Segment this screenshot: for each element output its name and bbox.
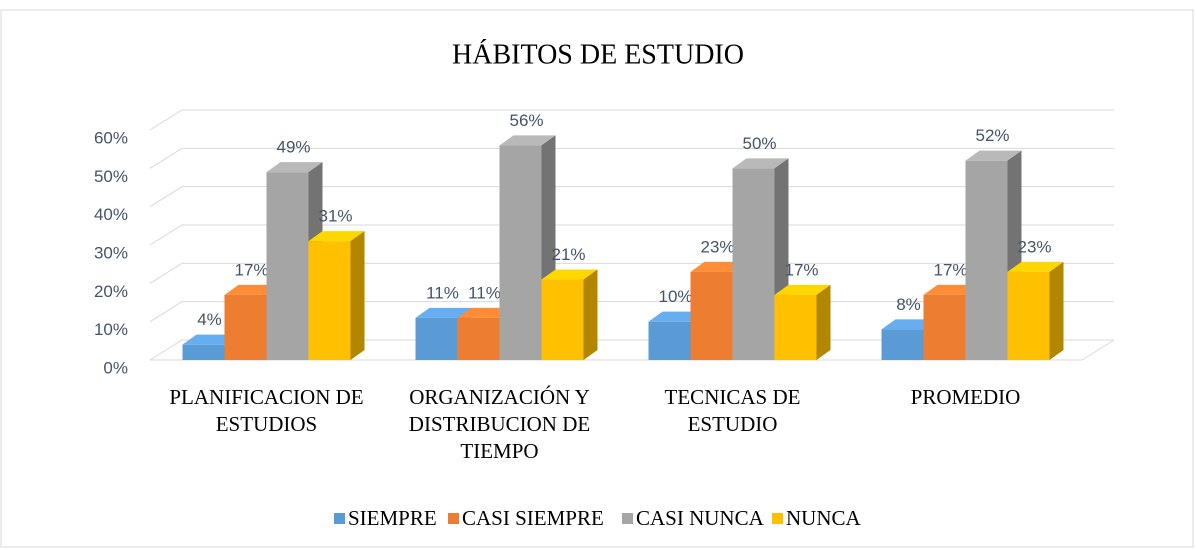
bar — [1007, 261, 1064, 360]
bar-top — [308, 231, 365, 242]
bar-front — [965, 160, 1008, 360]
bar-side — [1049, 261, 1064, 360]
bar-front — [1007, 271, 1050, 360]
grid-line — [149, 224, 1114, 246]
value-label: 21% — [551, 245, 585, 264]
bar-front — [499, 145, 542, 360]
bar-front — [224, 294, 267, 360]
bar-front — [266, 172, 309, 360]
x-tick-label: TECNICAS DE ESTUDIO — [664, 385, 801, 436]
bar-front — [923, 294, 966, 360]
bar-front — [732, 168, 775, 360]
bar-front — [690, 271, 733, 360]
y-tick-label: 60% — [94, 128, 128, 147]
value-label: 31% — [318, 207, 352, 226]
legend-swatch — [772, 513, 783, 524]
value-label: 10% — [658, 287, 692, 306]
bar-side — [350, 231, 365, 360]
value-label: 11% — [468, 283, 501, 302]
bar-top — [965, 150, 1022, 161]
value-label: 56% — [509, 111, 543, 130]
bar-front — [415, 317, 458, 360]
value-label: 17% — [234, 260, 268, 279]
y-tick-label: 30% — [94, 243, 128, 262]
legend-swatch — [448, 513, 459, 524]
bar-front — [774, 294, 817, 360]
value-label: 11% — [426, 283, 459, 302]
y-tick-label: 0% — [103, 358, 128, 377]
bar — [541, 269, 598, 360]
value-label: 52% — [975, 126, 1009, 145]
bar-side — [816, 284, 831, 360]
bar-top — [415, 307, 472, 318]
value-label: 50% — [742, 134, 776, 153]
bar-front — [541, 279, 584, 360]
y-tick-label: 20% — [94, 282, 128, 301]
chart-title: HÁBITOS DE ESTUDIO — [452, 39, 744, 70]
legend-label: NUNCA — [786, 506, 862, 530]
y-tick-label: 40% — [94, 205, 128, 224]
grid-line — [149, 262, 1114, 284]
bar-front — [308, 241, 351, 360]
y-tick-label: 50% — [94, 167, 128, 186]
legend-swatch — [334, 513, 345, 524]
bar-top — [541, 269, 598, 280]
bar-top — [1007, 261, 1064, 272]
value-label: 8% — [896, 295, 921, 314]
bar-front — [457, 317, 500, 360]
legend-label: SIEMPRE — [348, 506, 437, 530]
bar — [774, 284, 831, 360]
grid-line — [149, 186, 1114, 208]
y-tick-label: 10% — [94, 320, 128, 339]
bar-top — [774, 284, 831, 295]
grid-line — [149, 109, 1114, 131]
value-label: 17% — [784, 260, 818, 279]
bar — [308, 231, 365, 360]
bar-top — [732, 158, 789, 169]
x-tick-label: ORGANIZACIÓN Y DISTRIBUCION DE TIEMPO — [408, 385, 591, 463]
value-label: 49% — [276, 138, 310, 157]
bar-side — [583, 269, 598, 360]
value-label: 4% — [197, 310, 222, 329]
bar-top — [266, 162, 323, 173]
legend-label: CASI SIEMPRE — [462, 506, 604, 530]
grid-line — [149, 147, 1114, 169]
x-tick-label: PROMEDIO — [910, 385, 1021, 409]
bar-top — [499, 135, 556, 146]
bar-front — [881, 329, 924, 360]
bar-front — [648, 321, 691, 360]
value-label: 23% — [700, 237, 734, 256]
legend-label: CASI NUNCA — [636, 506, 765, 530]
x-tick-label: PLANIFICACION DE ESTUDIOS — [169, 385, 364, 436]
value-label: 17% — [933, 260, 967, 279]
value-label: 23% — [1017, 237, 1051, 256]
legend-swatch — [622, 513, 633, 524]
bar-front — [182, 344, 225, 360]
